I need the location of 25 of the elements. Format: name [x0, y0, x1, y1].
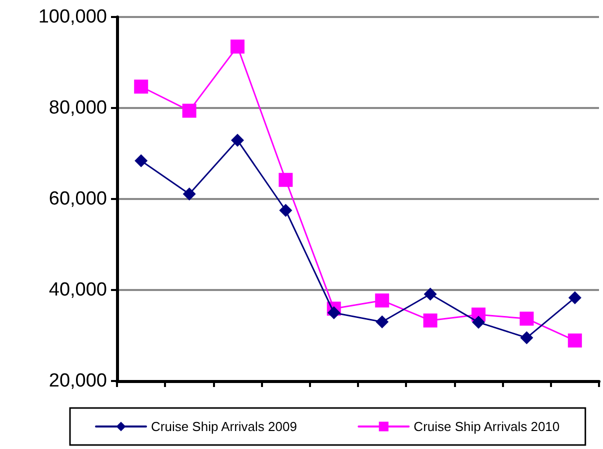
point — [472, 316, 485, 329]
point — [230, 40, 244, 54]
point — [231, 134, 244, 147]
point — [182, 187, 196, 200]
point — [424, 288, 437, 301]
legend-label: Cruise Ship Arrivals 2009 — [151, 419, 297, 434]
point — [279, 204, 292, 217]
point — [327, 306, 340, 320]
point — [134, 80, 148, 94]
y-tick-label: 60,000 — [48, 188, 107, 210]
y-tick-label: 40,000 — [48, 280, 107, 300]
point — [376, 315, 389, 328]
point — [182, 104, 196, 118]
point — [520, 331, 534, 344]
point — [520, 312, 534, 326]
point — [568, 334, 582, 348]
y-tick-label: 80,000 — [48, 98, 107, 118]
legend-label: Cruise Ship Arrivals 2010 — [414, 419, 560, 434]
point — [423, 313, 438, 328]
point — [134, 154, 148, 168]
y-tick-label: 20,000 — [48, 370, 107, 392]
point — [278, 172, 293, 187]
y-tick-label: 100,000 — [38, 6, 107, 28]
point — [568, 291, 582, 304]
point — [375, 293, 390, 308]
